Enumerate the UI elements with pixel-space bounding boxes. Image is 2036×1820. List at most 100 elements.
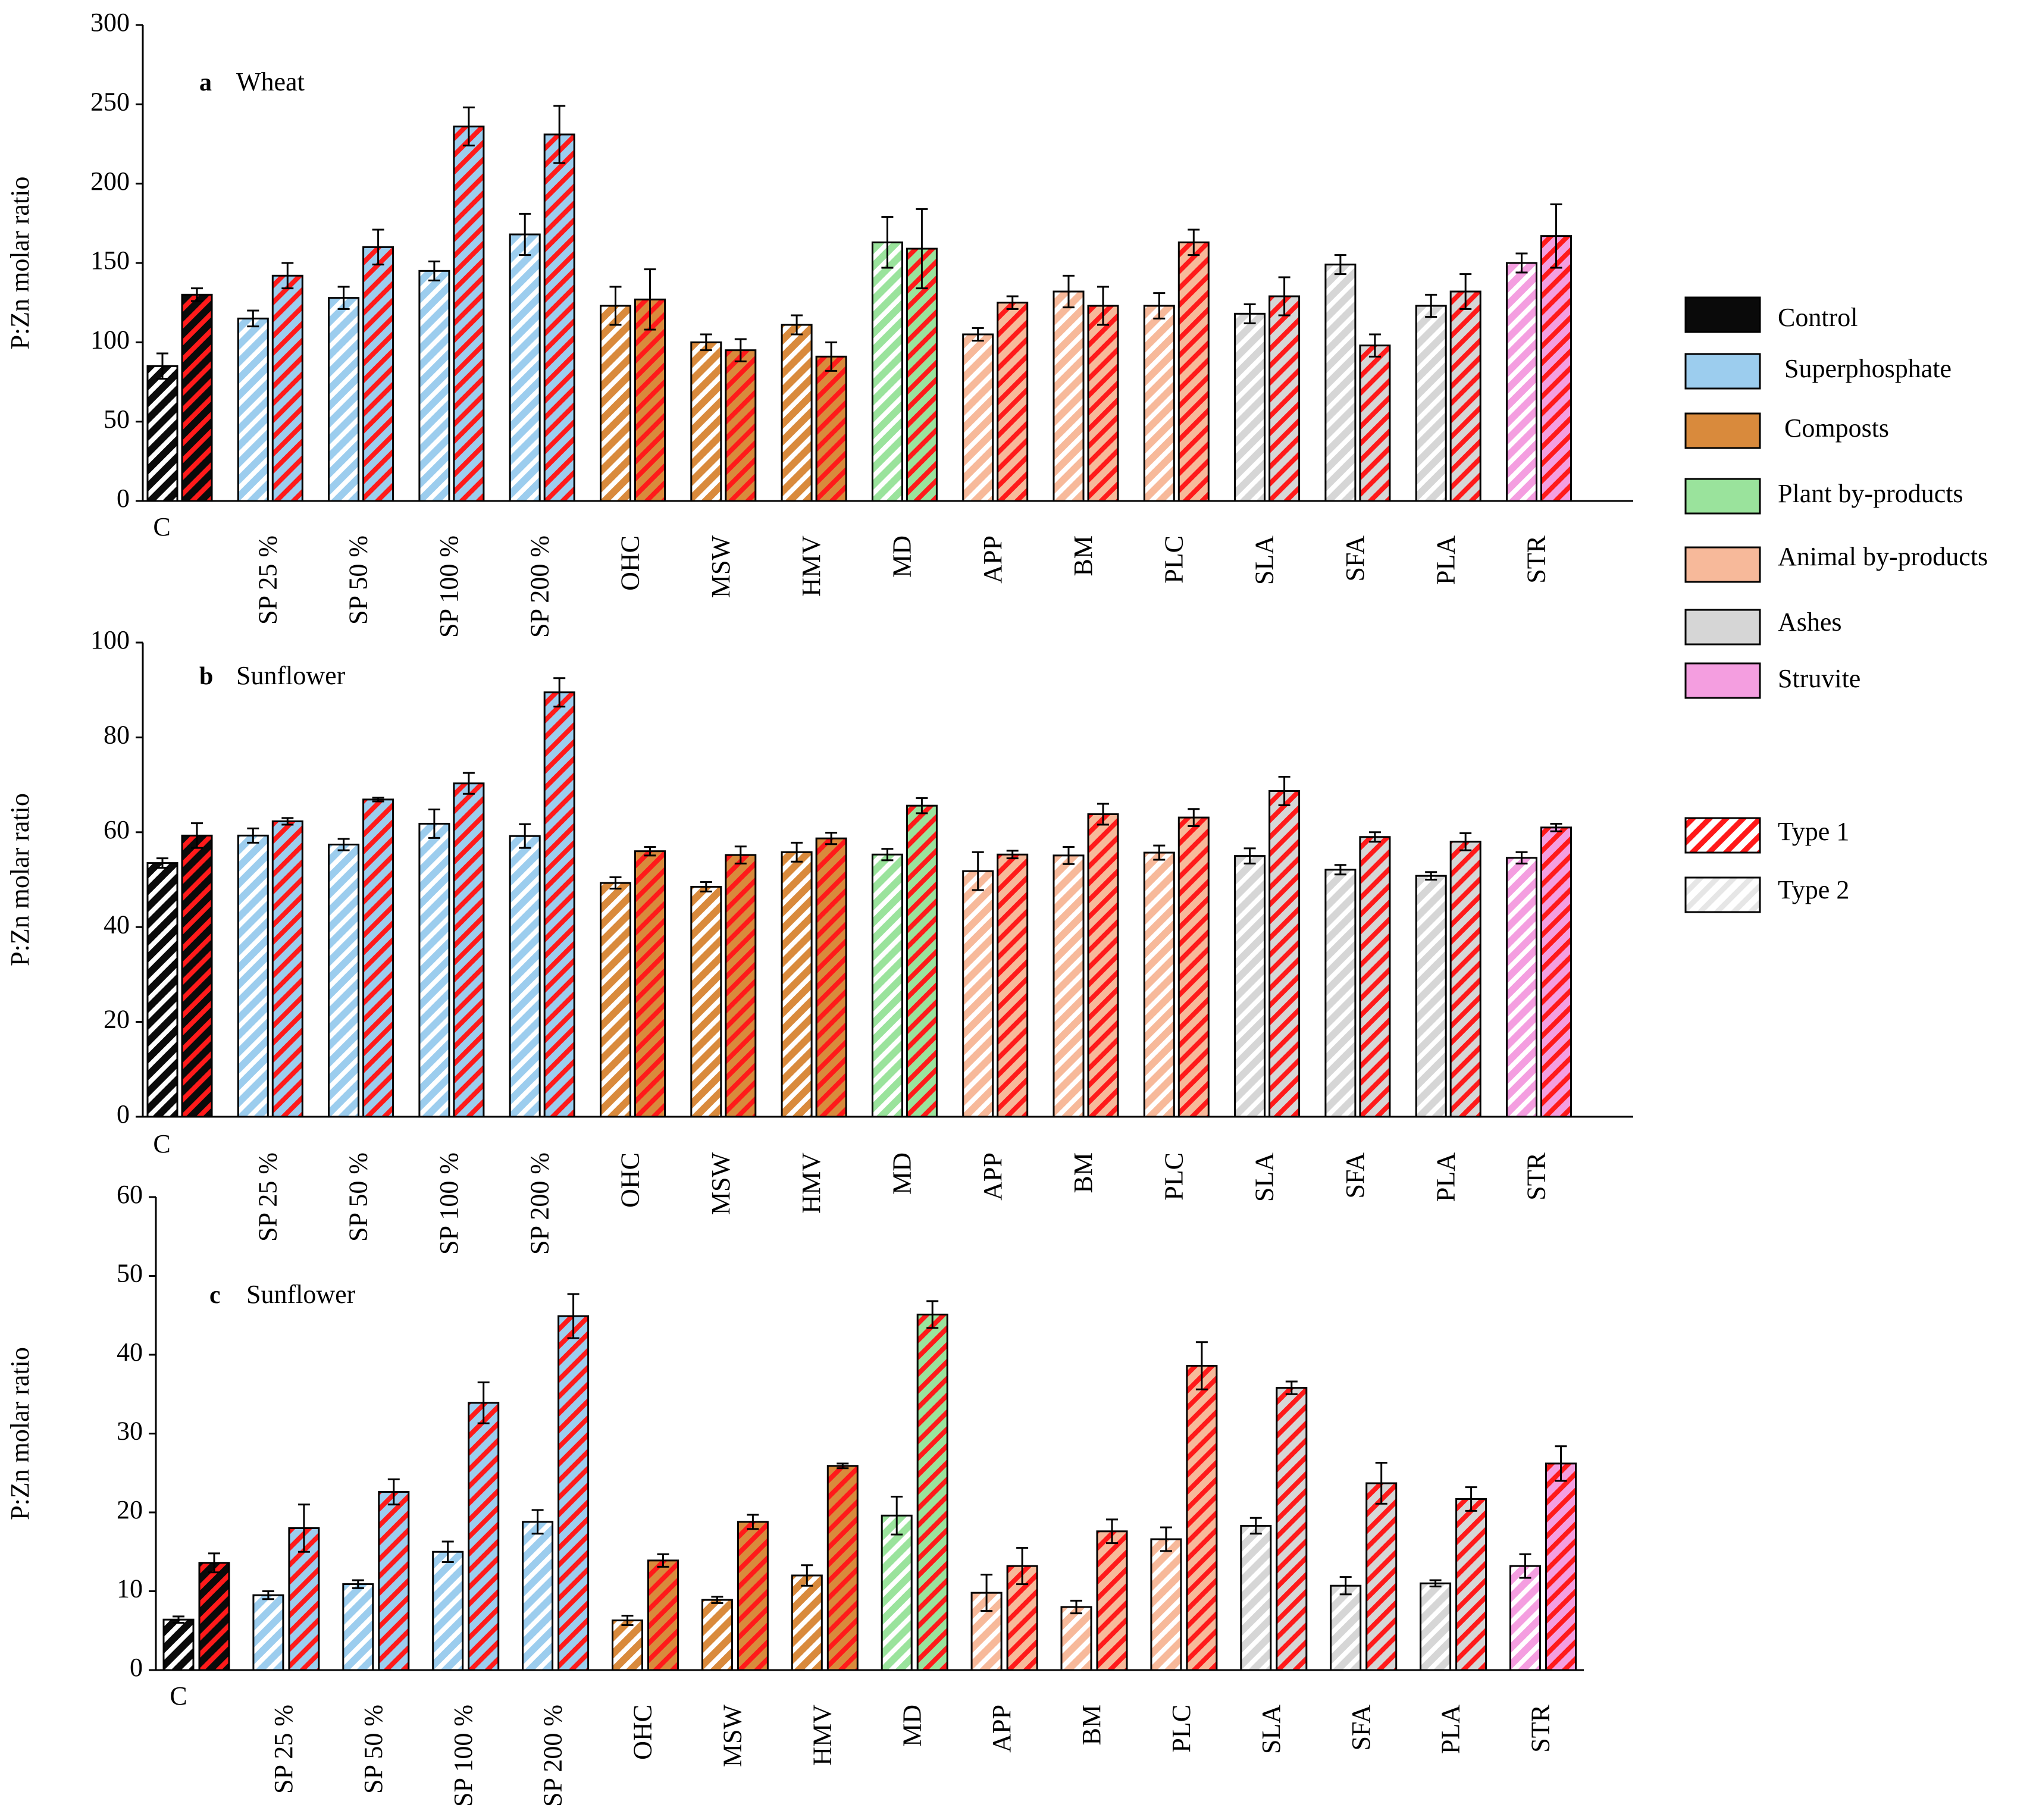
error-bar-sp-100-pct-type-1 <box>462 772 475 795</box>
x-tick-label-sfa: SFA <box>1346 1705 1376 1751</box>
bar-c-type-1 <box>181 293 213 502</box>
error-bar-ohc-type-2 <box>609 876 622 890</box>
bar-sp-200-pct-type-1 <box>543 691 575 1118</box>
error-bar-hmv-type-1 <box>825 832 838 845</box>
error-bar-msw-type-1 <box>747 1514 759 1530</box>
legend-label-ashes: Ashes <box>1778 607 1842 637</box>
bar-msw-type-1 <box>737 1521 769 1671</box>
bar-sfa-type-1 <box>1365 1482 1398 1671</box>
x-tick-label-msw: MSW <box>706 535 735 599</box>
error-bar-md-type-1 <box>916 797 928 815</box>
x-tick-label-sfa: SFA <box>1340 535 1370 582</box>
legend-item-superphosphate: Superphosphate <box>1684 353 1952 390</box>
bar-sp-100-pct-type-1 <box>453 126 485 502</box>
panel-letter: c <box>209 1282 221 1309</box>
error-bar-hmv-type-1 <box>837 1462 849 1470</box>
error-bar-sp-100-pct-type-2 <box>441 1540 454 1563</box>
legend-item-composts: Composts <box>1684 412 1889 449</box>
y-tick-label: 20 <box>117 1495 143 1524</box>
bar-md-type-1 <box>906 248 938 502</box>
legend-swatch-plant-by-products <box>1684 478 1761 515</box>
bar-sla-type-2 <box>1234 855 1266 1118</box>
error-bar-c-type-1 <box>208 1552 220 1574</box>
bar-msw-type-2 <box>701 1599 733 1671</box>
y-tick-label: 0 <box>117 484 130 513</box>
bar-c-type-2 <box>146 862 178 1118</box>
panel-c-sunflower: 0 10 20 30 40 50 60 P:Zn molar ratio c Sunflower C… <box>5 1180 1584 1807</box>
error-bar-app-type-2 <box>972 327 984 342</box>
error-bar-sp-50-pct-type-2 <box>337 838 350 851</box>
x-tick-label-sp-25-pct: SP 25 % <box>269 1705 298 1794</box>
x-tick-label-sp-200-pct: SP 200 % <box>525 1152 554 1255</box>
bar-sp-50-pct-type-2 <box>328 297 360 502</box>
error-bar-sp-25-pct-type-2 <box>262 1590 274 1600</box>
bar-sp-50-pct-type-2 <box>342 1583 374 1671</box>
bar-sp-50-pct-type-1 <box>362 246 394 502</box>
error-bar-sp-50-pct-type-2 <box>337 286 350 310</box>
legend-item-struvite: Struvite <box>1684 662 1860 699</box>
bar-sla-type-1 <box>1268 295 1301 502</box>
legend-label-plant-by-products: Plant by-products <box>1778 479 1963 508</box>
error-bar-hmv-type-2 <box>791 314 803 336</box>
bar-sp-100-pct-type-2 <box>418 822 450 1118</box>
error-bar-plc-type-1 <box>1188 808 1200 827</box>
bar-sp-200-pct-type-1 <box>557 1315 590 1671</box>
error-bar-ohc-type-2 <box>609 286 622 326</box>
bar-sp-100-pct-type-2 <box>418 270 450 502</box>
bar-ohc-type-1 <box>647 1559 679 1671</box>
y-tick-label: 100 <box>90 325 130 354</box>
error-bar-sfa-type-2 <box>1334 864 1346 876</box>
legend-swatch-type-1 <box>1684 817 1761 854</box>
legend-item-control: Control <box>1684 296 1858 333</box>
error-bar-bm-type-1 <box>1097 803 1109 826</box>
bar-c-type-2 <box>146 365 178 502</box>
bar-sp-25-pct-type-2 <box>252 1594 284 1671</box>
bar-bm-type-1 <box>1087 305 1119 502</box>
error-bar-md-type-2 <box>881 216 894 269</box>
bar-md-type-2 <box>871 241 903 502</box>
bar-bm-type-2 <box>1053 290 1085 502</box>
error-bar-sp-100-pct-type-2 <box>428 809 440 839</box>
error-bar-str-type-1 <box>1550 203 1562 269</box>
bar-sfa-type-2 <box>1324 869 1357 1118</box>
error-bar-msw-type-2 <box>700 333 712 352</box>
x-tick-label-msw: MSW <box>706 1152 735 1216</box>
legend-item-type-1: Type 1 <box>1684 817 1849 854</box>
error-bar-sla-type-1 <box>1285 1380 1298 1395</box>
bar-msw-type-1 <box>725 854 757 1118</box>
error-bar-app-type-2 <box>972 851 984 891</box>
bar-sp-200-pct-type-1 <box>543 133 575 502</box>
error-bar-hmv-type-2 <box>791 841 803 863</box>
bar-pla-type-2 <box>1415 305 1447 502</box>
x-tick-label-md: MD <box>897 1705 926 1747</box>
legend-swatch-control <box>1684 296 1761 333</box>
error-bar-bm-type-2 <box>1063 274 1075 309</box>
error-bar-hmv-type-2 <box>801 1564 813 1587</box>
bar-sfa-type-1 <box>1359 836 1391 1118</box>
error-bar-pla-type-2 <box>1425 871 1437 881</box>
x-tick-label-bm: BM <box>1069 535 1098 576</box>
x-tick-label-c: C <box>153 1129 170 1158</box>
error-bar-sfa-type-1 <box>1368 333 1381 358</box>
y-tick-label: 0 <box>117 1099 130 1129</box>
x-tick-label-sp-50-pct: SP 50 % <box>344 535 373 625</box>
bar-sp-200-pct-type-2 <box>509 835 541 1118</box>
x-tick-label-sla: SLA <box>1250 1152 1279 1202</box>
error-bar-bm-type-2 <box>1063 846 1075 865</box>
panel-title: Sunflower <box>236 661 346 690</box>
error-bar-str-type-2 <box>1515 851 1528 864</box>
legend-item-plant-by-products: Plant by-products <box>1684 478 1963 515</box>
legend-label-struvite: Struvite <box>1778 664 1860 693</box>
x-tick-label-sla: SLA <box>1257 1705 1286 1754</box>
error-bar-sp-25-pct-type-2 <box>247 827 259 844</box>
x-tick-label-bm: BM <box>1069 1152 1098 1193</box>
bar-sp-50-pct-type-2 <box>328 844 360 1118</box>
error-bar-sp-50-pct-type-2 <box>352 1579 364 1589</box>
bar-sp-50-pct-type-1 <box>362 798 394 1118</box>
y-tick-label: 60 <box>104 815 130 844</box>
legend-item-animal-by-products: Animal by-products <box>1684 542 1988 583</box>
bar-c-type-1 <box>181 834 213 1118</box>
y-tick-label: 0 <box>130 1653 143 1682</box>
x-tick-label-sp-50-pct: SP 50 % <box>344 1152 373 1242</box>
error-bar-c-type-1 <box>191 822 203 849</box>
